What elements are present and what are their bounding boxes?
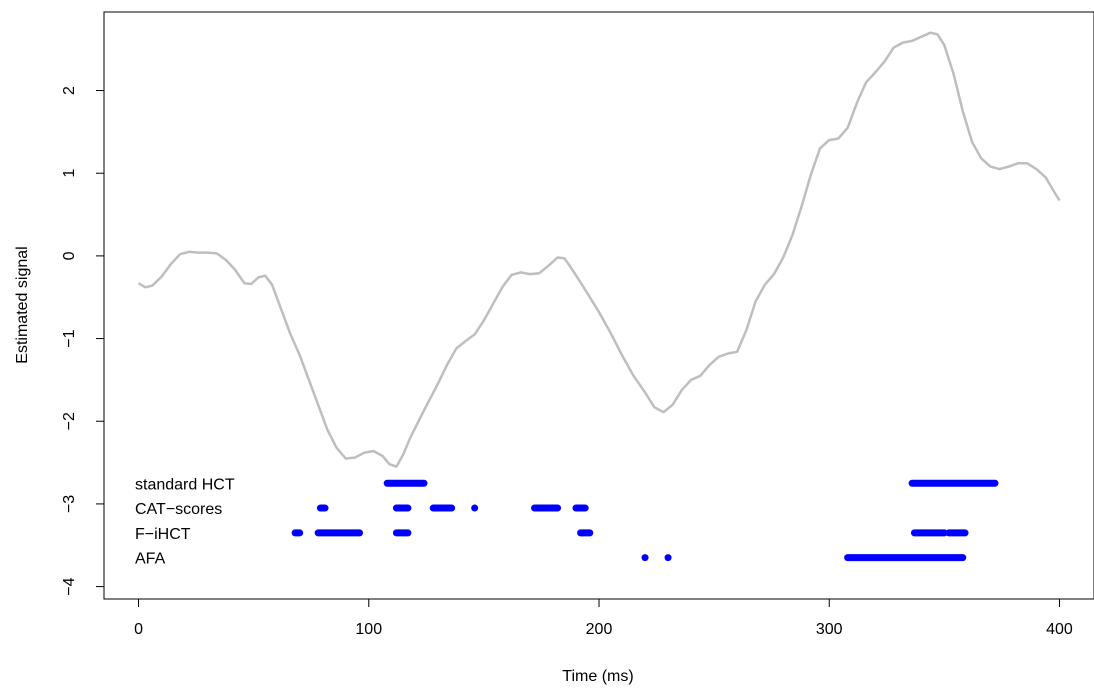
method-label: standard HCT bbox=[135, 476, 235, 493]
method-labels: standard HCT CAT−scores F−iHCT AFA bbox=[135, 476, 235, 567]
x-axis-title: Time (ms) bbox=[562, 668, 633, 685]
method-label: F−iHCT bbox=[135, 526, 191, 543]
x-tick-label: 300 bbox=[816, 621, 843, 638]
y-tick-label: −4 bbox=[61, 577, 78, 595]
y-tick-label: −2 bbox=[61, 412, 78, 430]
signal-curve bbox=[137, 31, 1061, 468]
y-tick-label: 2 bbox=[61, 86, 78, 95]
x-tick-label: 200 bbox=[586, 621, 613, 638]
x-tick-label: 100 bbox=[355, 621, 382, 638]
segment-layer bbox=[291, 479, 999, 562]
x-axis: 0 100 200 300 400 bbox=[134, 598, 1073, 638]
y-tick-label: −1 bbox=[61, 329, 78, 347]
y-tick-label: 0 bbox=[61, 251, 78, 260]
y-tick-label: 1 bbox=[61, 169, 78, 178]
y-axis: −4 −3 −2 −1 0 1 2 bbox=[61, 86, 105, 596]
y-tick-label: −3 bbox=[61, 495, 78, 513]
method-label: CAT−scores bbox=[135, 501, 222, 518]
y-axis-title: Estimated signal bbox=[14, 246, 31, 363]
x-tick-label: 0 bbox=[134, 621, 143, 638]
method-label: AFA bbox=[135, 551, 166, 568]
signal-curve-layer bbox=[137, 31, 1061, 468]
plot-frame bbox=[103, 11, 1094, 600]
x-tick-label: 400 bbox=[1046, 621, 1073, 638]
